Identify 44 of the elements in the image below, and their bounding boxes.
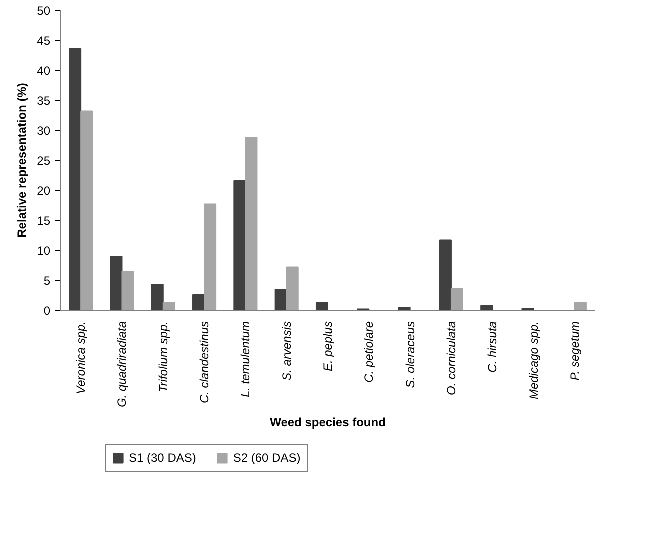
y-tick-label: 35 — [37, 94, 51, 108]
legend-label: S1 (30 DAS) — [129, 451, 196, 465]
bar — [204, 204, 217, 310]
y-tick-label: 15 — [37, 214, 51, 228]
x-tick-label: C. clandestinus — [198, 321, 212, 404]
y-tick-label: 10 — [37, 244, 51, 258]
x-tick-label: E. peplus — [321, 321, 335, 372]
y-tick-label: 20 — [37, 184, 51, 198]
x-tick-label: L. temulentum — [238, 321, 253, 398]
bar — [162, 302, 176, 310]
bar — [245, 137, 258, 310]
x-tick-label: S. oleraceus — [403, 322, 418, 388]
x-tick-label: S. arvensis — [280, 321, 294, 381]
y-tick-label: 5 — [44, 274, 51, 288]
x-tick-label: G. quadriradiata — [115, 321, 130, 408]
x-tick-label: Medicago spp. — [526, 322, 541, 400]
bar — [450, 288, 464, 310]
x-axis-title: Weed species found — [270, 416, 386, 430]
x-tick-label: P. segetum — [568, 321, 582, 381]
bar — [234, 180, 246, 310]
bar — [574, 302, 587, 310]
bar — [286, 266, 299, 310]
y-tick-label: 50 — [37, 4, 51, 18]
bar — [439, 240, 452, 310]
y-tick-label: 25 — [37, 154, 51, 168]
bar — [110, 256, 123, 310]
x-tick-label: O. corniculata — [444, 321, 458, 396]
y-tick-label: 45 — [37, 34, 51, 48]
bar — [480, 305, 494, 310]
bar — [69, 48, 82, 310]
x-tick-label: Trifolium spp. — [156, 321, 170, 393]
bar — [151, 284, 164, 310]
y-tick-label: 30 — [37, 124, 51, 138]
y-axis-title: Relative representation (%) — [15, 83, 30, 238]
y-tick-label: 0 — [44, 304, 51, 318]
bar — [80, 110, 94, 310]
x-tick-label: Veronica spp. — [74, 321, 88, 394]
bar — [274, 289, 288, 310]
bar — [316, 302, 328, 310]
legend-label: S2 (60 DAS) — [233, 451, 301, 465]
x-tick-label: C. hirsuta — [486, 321, 500, 373]
y-tick-label: 40 — [37, 64, 51, 78]
bar — [122, 271, 134, 310]
x-tick-label: C. petiolare — [362, 321, 376, 383]
